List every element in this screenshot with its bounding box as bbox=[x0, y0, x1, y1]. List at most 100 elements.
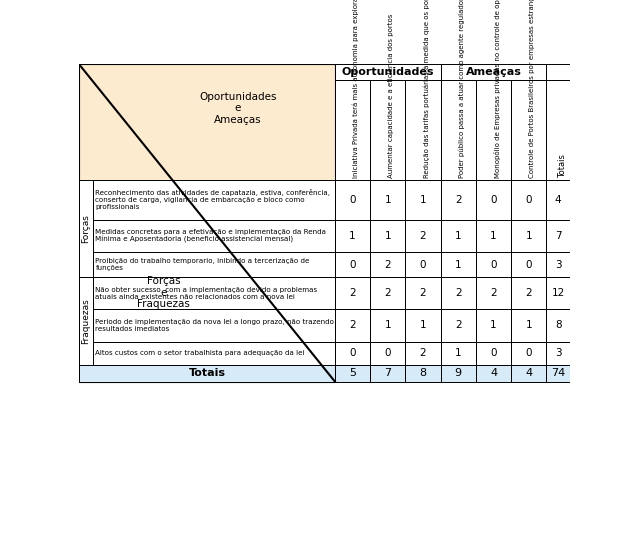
Bar bbox=[335, 80, 370, 180]
Bar bbox=[335, 252, 370, 277]
Bar bbox=[511, 180, 546, 220]
Text: 3: 3 bbox=[555, 348, 561, 358]
Bar bbox=[335, 180, 370, 220]
Bar bbox=[370, 80, 405, 180]
Bar bbox=[476, 364, 511, 382]
Text: Periodo de implementação da nova lei a longo prazo, não trazendo
resultados imed: Periodo de implementação da nova lei a l… bbox=[96, 319, 334, 332]
Bar bbox=[335, 64, 441, 80]
Text: Forças
e
Fraquezas: Forças e Fraquezas bbox=[137, 276, 190, 309]
Text: 0: 0 bbox=[349, 259, 356, 270]
Text: Proibição do trabalho temporario, inibindo a tercerização de
funções: Proibição do trabalho temporario, inibin… bbox=[96, 258, 310, 271]
Bar bbox=[441, 64, 546, 80]
Text: Poder público passa a atuar como agente regulador e não mais controlador: Poder público passa a atuar como agente … bbox=[458, 0, 465, 177]
Bar bbox=[93, 341, 335, 364]
Text: 3: 3 bbox=[555, 259, 561, 270]
Bar bbox=[441, 309, 476, 341]
Text: Redução das tarifas portuárias à medida que os portos privados entrem em operaçã: Redução das tarifas portuárias à medida … bbox=[423, 0, 430, 177]
Text: 0: 0 bbox=[349, 195, 356, 205]
Bar bbox=[370, 341, 405, 364]
Text: 2: 2 bbox=[349, 321, 356, 330]
Text: 8: 8 bbox=[420, 368, 427, 378]
Text: Oportunidades
e
Ameaças: Oportunidades e Ameaças bbox=[199, 92, 277, 125]
Bar bbox=[476, 80, 511, 180]
Text: 2: 2 bbox=[384, 259, 391, 270]
Text: 0: 0 bbox=[525, 195, 532, 205]
Bar bbox=[79, 64, 335, 382]
Bar bbox=[546, 80, 570, 180]
Text: 2: 2 bbox=[490, 288, 497, 298]
Text: 7: 7 bbox=[384, 368, 391, 378]
Text: Ameaças: Ameaças bbox=[466, 67, 522, 77]
Bar bbox=[405, 180, 441, 220]
Bar bbox=[511, 277, 546, 309]
Bar bbox=[546, 364, 570, 382]
Text: Totais: Totais bbox=[189, 368, 225, 378]
Text: 1: 1 bbox=[455, 231, 461, 241]
Text: 1: 1 bbox=[420, 195, 427, 205]
Text: Reconhecimento das atividades de capatazia, estiva, conferência,
conserto de car: Reconhecimento das atividades de capataz… bbox=[96, 189, 330, 210]
Bar bbox=[441, 180, 476, 220]
Bar bbox=[546, 180, 570, 220]
Bar bbox=[546, 220, 570, 252]
Text: 1: 1 bbox=[349, 231, 356, 241]
Text: 2: 2 bbox=[420, 288, 427, 298]
Bar bbox=[93, 220, 335, 252]
Text: 12: 12 bbox=[551, 288, 565, 298]
Bar bbox=[405, 80, 441, 180]
Bar bbox=[335, 277, 370, 309]
Bar bbox=[476, 277, 511, 309]
Text: 8: 8 bbox=[555, 321, 561, 330]
Text: 1: 1 bbox=[525, 231, 532, 241]
Bar bbox=[370, 220, 405, 252]
Bar bbox=[93, 252, 335, 277]
Bar bbox=[370, 277, 405, 309]
Bar bbox=[441, 80, 476, 180]
Text: Oportunidades: Oportunidades bbox=[342, 67, 434, 77]
Bar bbox=[93, 277, 335, 309]
Bar bbox=[405, 252, 441, 277]
Text: 2: 2 bbox=[455, 195, 461, 205]
Bar bbox=[370, 364, 405, 382]
Bar bbox=[546, 309, 570, 341]
Bar bbox=[93, 309, 335, 341]
Bar bbox=[370, 309, 405, 341]
Bar bbox=[405, 220, 441, 252]
Text: 9: 9 bbox=[454, 368, 462, 378]
Bar bbox=[370, 180, 405, 220]
Bar bbox=[546, 252, 570, 277]
Text: 1: 1 bbox=[384, 195, 391, 205]
Text: 1: 1 bbox=[490, 321, 497, 330]
Bar bbox=[546, 277, 570, 309]
Text: 2: 2 bbox=[420, 231, 427, 241]
Bar bbox=[511, 341, 546, 364]
Text: 1: 1 bbox=[490, 231, 497, 241]
Text: Controle de Portos Brasileiros por empresas estrangeiras: Controle de Portos Brasileiros por empre… bbox=[529, 0, 535, 177]
Bar bbox=[79, 277, 93, 364]
Bar bbox=[511, 309, 546, 341]
Bar bbox=[546, 64, 570, 80]
Bar bbox=[441, 341, 476, 364]
Bar bbox=[441, 364, 476, 382]
Text: 2: 2 bbox=[349, 288, 356, 298]
Bar bbox=[405, 364, 441, 382]
Text: Aumentar capacidade e a eficiencia dos portos: Aumentar capacidade e a eficiencia dos p… bbox=[388, 13, 394, 177]
Text: Totais: Totais bbox=[558, 154, 567, 177]
Text: 0: 0 bbox=[420, 259, 426, 270]
Bar bbox=[476, 341, 511, 364]
Text: 0: 0 bbox=[491, 259, 497, 270]
Text: 0: 0 bbox=[384, 348, 391, 358]
Bar bbox=[511, 252, 546, 277]
Bar bbox=[335, 341, 370, 364]
Text: Forças: Forças bbox=[82, 214, 91, 243]
Text: 1: 1 bbox=[525, 321, 532, 330]
Text: 1: 1 bbox=[420, 321, 427, 330]
Text: 1: 1 bbox=[384, 321, 391, 330]
Bar bbox=[476, 180, 511, 220]
Text: 7: 7 bbox=[555, 231, 561, 241]
Bar bbox=[405, 309, 441, 341]
Text: 0: 0 bbox=[525, 259, 532, 270]
Text: 0: 0 bbox=[525, 348, 532, 358]
Text: 4: 4 bbox=[525, 368, 532, 378]
Bar bbox=[511, 80, 546, 180]
Text: Iniciativa Privada terá mais autonomia para explorar os portos: Iniciativa Privada terá mais autonomia p… bbox=[353, 0, 359, 177]
